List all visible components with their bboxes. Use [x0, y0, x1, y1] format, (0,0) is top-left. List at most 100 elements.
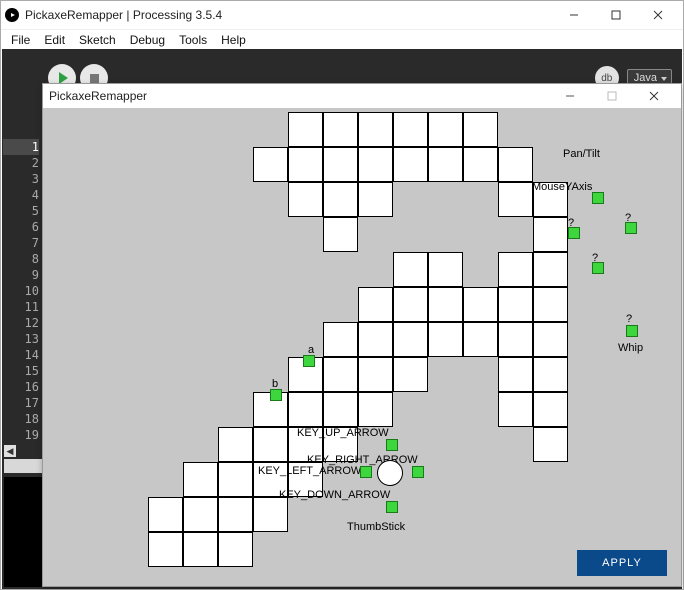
grid-cell[interactable]: [498, 392, 533, 427]
grid-cell[interactable]: [428, 112, 463, 147]
menu-tools[interactable]: Tools: [179, 33, 207, 47]
menu-debug[interactable]: Debug: [130, 33, 165, 47]
grid-cell[interactable]: [463, 112, 498, 147]
grid-cell[interactable]: [148, 532, 183, 567]
scroll-track[interactable]: [4, 459, 44, 473]
grid-cell[interactable]: [533, 252, 568, 287]
sketch-canvas[interactable]: APPLY Pan/TiltMouseYAxis????WhipabKEY_UP…: [43, 108, 681, 586]
marker-square[interactable]: [568, 227, 580, 239]
sketch-titlebar: PickaxeRemapper: [43, 84, 681, 108]
grid-cell[interactable]: [533, 427, 568, 462]
grid-cell[interactable]: [498, 322, 533, 357]
grid-cell[interactable]: [253, 427, 288, 462]
thumbstick-indicator[interactable]: [377, 460, 403, 486]
marker-label: Pan/Tilt: [563, 148, 600, 160]
menu-edit[interactable]: Edit: [44, 33, 65, 47]
minimize-button[interactable]: [553, 1, 595, 29]
grid-cell[interactable]: [393, 112, 428, 147]
marker-square[interactable]: [592, 192, 604, 204]
grid-cell[interactable]: [428, 322, 463, 357]
grid-cell[interactable]: [218, 497, 253, 532]
grid-cell[interactable]: [498, 182, 533, 217]
main-titlebar: PickaxeRemapper | Processing 3.5.4: [1, 1, 683, 29]
grid-cell[interactable]: [183, 497, 218, 532]
line-number: 1: [3, 139, 39, 155]
grid-cell[interactable]: [358, 322, 393, 357]
menubar: File Edit Sketch Debug Tools Help: [1, 29, 683, 49]
grid-cell[interactable]: [288, 147, 323, 182]
marker-square[interactable]: [303, 355, 315, 367]
grid-cell[interactable]: [358, 112, 393, 147]
menu-help[interactable]: Help: [221, 33, 246, 47]
grid-cell[interactable]: [393, 357, 428, 392]
grid-cell[interactable]: [498, 357, 533, 392]
grid-cell[interactable]: [183, 532, 218, 567]
grid-cell[interactable]: [533, 357, 568, 392]
marker-square[interactable]: [386, 501, 398, 513]
grid-cell[interactable]: [358, 392, 393, 427]
marker-square[interactable]: [360, 466, 372, 478]
grid-cell[interactable]: [183, 462, 218, 497]
close-button[interactable]: [637, 1, 679, 29]
grid-cell[interactable]: [428, 147, 463, 182]
grid-cell[interactable]: [288, 182, 323, 217]
grid-cell[interactable]: [323, 147, 358, 182]
grid-cell[interactable]: [358, 147, 393, 182]
line-number: 19: [3, 427, 39, 443]
grid-cell[interactable]: [358, 182, 393, 217]
grid-cell[interactable]: [393, 287, 428, 322]
grid-cell[interactable]: [463, 287, 498, 322]
scroll-left-icon[interactable]: ◀: [4, 445, 16, 457]
grid-cell[interactable]: [148, 497, 183, 532]
grid-cell[interactable]: [393, 252, 428, 287]
grid-cell[interactable]: [323, 217, 358, 252]
line-number: 11: [3, 299, 39, 315]
grid-cell[interactable]: [323, 357, 358, 392]
grid-cell[interactable]: [533, 322, 568, 357]
grid-cell[interactable]: [358, 357, 393, 392]
grid-cell[interactable]: [463, 322, 498, 357]
grid-cell[interactable]: [288, 392, 323, 427]
grid-cell[interactable]: [358, 287, 393, 322]
marker-square[interactable]: [412, 466, 424, 478]
grid-cell[interactable]: [288, 112, 323, 147]
grid-cell[interactable]: [428, 287, 463, 322]
grid-cell[interactable]: [253, 147, 288, 182]
apply-button[interactable]: APPLY: [577, 550, 667, 576]
grid-cell[interactable]: [218, 462, 253, 497]
marker-square[interactable]: [592, 262, 604, 274]
grid-cell[interactable]: [323, 392, 358, 427]
sketch-window: PickaxeRemapper APPLY Pan/TiltMouseYAxis…: [42, 83, 682, 587]
marker-label: ThumbStick: [347, 521, 405, 533]
grid-cell[interactable]: [428, 252, 463, 287]
grid-cell[interactable]: [393, 322, 428, 357]
marker-square[interactable]: [626, 325, 638, 337]
marker-label: KEY_LEFT_ARROW: [258, 465, 361, 477]
grid-cell[interactable]: [463, 147, 498, 182]
maximize-button[interactable]: [591, 82, 633, 110]
menu-file[interactable]: File: [11, 33, 30, 47]
line-number: 17: [3, 395, 39, 411]
grid-cell[interactable]: [323, 322, 358, 357]
grid-cell[interactable]: [218, 532, 253, 567]
processing-icon: [5, 8, 19, 22]
marker-square[interactable]: [625, 222, 637, 234]
grid-cell[interactable]: [323, 112, 358, 147]
line-number: 2: [3, 155, 39, 171]
grid-cell[interactable]: [498, 287, 533, 322]
grid-cell[interactable]: [533, 287, 568, 322]
grid-cell[interactable]: [323, 182, 358, 217]
grid-cell[interactable]: [533, 392, 568, 427]
grid-cell[interactable]: [533, 217, 568, 252]
grid-cell[interactable]: [393, 147, 428, 182]
grid-cell[interactable]: [498, 147, 533, 182]
minimize-button[interactable]: [549, 82, 591, 110]
marker-square[interactable]: [386, 439, 398, 451]
menu-sketch[interactable]: Sketch: [79, 33, 116, 47]
grid-cell[interactable]: [498, 252, 533, 287]
close-button[interactable]: [633, 82, 675, 110]
grid-cell[interactable]: [253, 497, 288, 532]
marker-square[interactable]: [270, 389, 282, 401]
grid-cell[interactable]: [218, 427, 253, 462]
maximize-button[interactable]: [595, 1, 637, 29]
